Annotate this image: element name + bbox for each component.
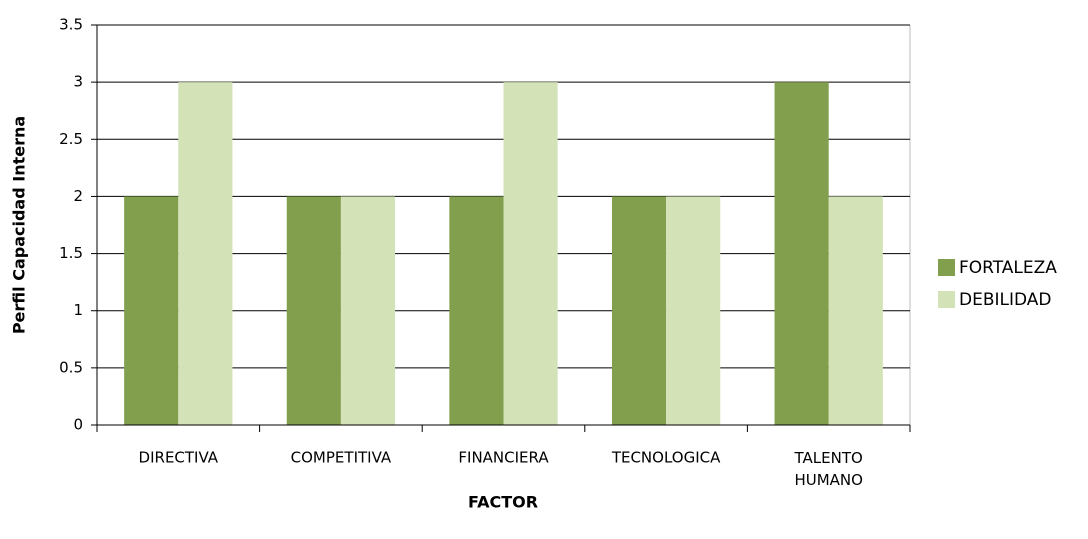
y-tick-label: 2.5 [59,130,83,148]
x-tick-label: COMPETITIVA [291,449,392,467]
legend-swatch [938,259,955,276]
bar [611,196,667,425]
bar [828,196,883,425]
y-tick-label: 1 [73,301,83,319]
y-tick-label: 1.5 [59,244,83,262]
x-tick-label: DIRECTIVA [139,449,219,467]
y-tick-label: 0.5 [59,358,83,376]
bar [449,196,504,425]
x-tick-label: TALENTO HUMANO [794,449,863,489]
x-axis-title: FACTOR [468,493,538,512]
y-tick-label: 3.5 [59,16,83,34]
y-tick-label: 2 [73,187,83,205]
x-tick-label: FINANCIERA [458,449,549,467]
bar [503,82,558,426]
x-tick-label: TECNOLOGICA [611,449,721,467]
bar [178,82,233,426]
bar [340,196,396,425]
legend-swatch [938,291,955,308]
bar [124,196,179,425]
y-axis-title: Perfil Capacidad Interna [10,116,29,334]
legend-label: DEBILIDAD [959,290,1052,310]
y-tick-label: 0 [73,416,83,434]
bar [666,196,721,425]
y-tick-label: 3 [73,73,83,91]
bar [774,82,829,426]
bar [286,196,341,425]
legend-label: FORTALEZA [959,258,1057,278]
